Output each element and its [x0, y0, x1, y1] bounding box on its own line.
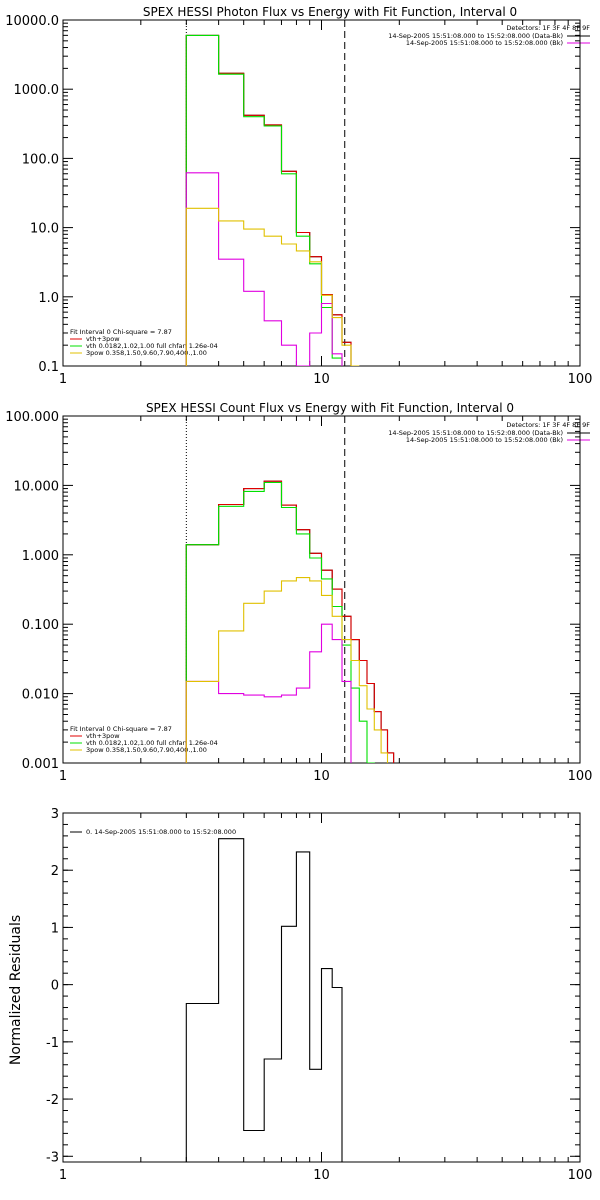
legend-label: vth+3pow: [86, 335, 120, 343]
x-tick-label: 1: [59, 769, 67, 784]
data-series-line: [185, 577, 411, 763]
x-tick-label: 100: [568, 1168, 593, 1183]
y-tick-label: 10.000: [14, 479, 60, 494]
y-tick-label: 0.1: [38, 360, 59, 375]
x-tick-label: 100: [568, 372, 593, 387]
photon-flux-panel: SPEX HESSI Photon Flux vs Energy with Fi…: [5, 5, 593, 387]
y-tick-label: 1000.0: [14, 83, 60, 98]
data-series-line: [185, 34, 352, 366]
legend-header: Fit Interval 0 Chi-square = 7.87: [70, 328, 172, 336]
y-tick-label: 2: [51, 864, 59, 879]
time-range-label: 14-Sep-2005 15:51:08.000 to 15:52:08.000…: [406, 39, 563, 47]
data-series-line: [185, 480, 411, 763]
legend-label: vth 0.0182,1.02,1.00 full chfan 1.26e-04: [86, 739, 218, 747]
time-range-label: 14-Sep-2005 15:51:08.000 to 15:52:08.000…: [406, 436, 563, 444]
y-tick-label: -1: [46, 1036, 59, 1051]
y-tick-label: 10.0: [30, 222, 59, 237]
legend: Fit Interval 0 Chi-square = 7.87 vth+3po…: [70, 725, 218, 754]
y-tick-label: 0.010: [22, 688, 59, 703]
y-tick-label: 100.0: [22, 152, 59, 167]
x-tick-label: 1: [59, 372, 67, 387]
y-tick-label: 10000.0: [5, 14, 59, 29]
time-range-line: 14-Sep-2005 15:51:08.000 to 15:52:08.000…: [388, 32, 590, 40]
y-tick-label: -2: [46, 1093, 59, 1108]
time-range-label: 14-Sep-2005 15:51:08.000 to 15:52:08.000…: [388, 429, 563, 437]
chart-title: SPEX HESSI Count Flux vs Energy with Fit…: [146, 401, 514, 415]
legend: Fit Interval 0 Chi-square = 7.87 vth+3po…: [70, 328, 218, 357]
time-range-line: 14-Sep-2005 15:51:08.000 to 15:52:08.000…: [406, 39, 590, 47]
y-tick-label: 0: [51, 979, 59, 994]
legend-header: Fit Interval 0 Chi-square = 7.87: [70, 725, 172, 733]
time-range-line: 14-Sep-2005 15:51:08.000 to 15:52:08.000…: [388, 429, 590, 437]
data-series-line: [185, 207, 360, 366]
y-tick-label: -3: [46, 1150, 59, 1165]
data-series-line: [185, 623, 360, 763]
detectors-label: Detectors: 1F 3F 4F 8F 9F: [506, 421, 590, 429]
data-series-line: [185, 34, 352, 366]
x-tick-label: 10: [313, 769, 330, 784]
chart-title: SPEX HESSI Photon Flux vs Energy with Fi…: [143, 5, 517, 19]
y-axis-label: Normalized Residuals: [8, 915, 24, 1065]
y-tick-label: 3: [51, 807, 59, 822]
legend-label: 0. 14-Sep-2005 15:51:08.000 to 15:52:08.…: [86, 828, 236, 836]
data-series-line: [185, 480, 411, 763]
count-flux-panel: SPEX HESSI Count Flux vs Energy with Fit…: [5, 401, 593, 784]
y-tick-label: 1: [51, 921, 59, 936]
y-tick-label: 0.100: [22, 618, 59, 633]
time-range-line: 14-Sep-2005 15:51:08.000 to 15:52:08.000…: [406, 436, 590, 444]
legend: 0. 14-Sep-2005 15:51:08.000 to 15:52:08.…: [70, 828, 236, 836]
x-tick-label: 10: [313, 372, 330, 387]
y-tick-label: 0.001: [22, 757, 59, 772]
y-tick-label: 1.000: [22, 549, 59, 564]
legend-label: vth 0.0182,1.02,1.00 full chfan 1.26e-04: [86, 342, 218, 350]
legend-label: 3pow 0.358,1.50,9.60,7.90,400.,1.00: [86, 746, 207, 754]
residuals-panel: Normalized Residuals 0. 14-Sep-2005 15:5…: [8, 807, 592, 1183]
time-range-label: 14-Sep-2005 15:51:08.000 to 15:52:08.000…: [388, 32, 563, 40]
detectors-label: Detectors: 1F 3F 4F 8F 9F: [506, 24, 590, 32]
legend-label: 3pow 0.358,1.50,9.60,7.90,400.,1.00: [86, 349, 207, 357]
data-series-line: [185, 838, 343, 1162]
x-tick-label: 1: [59, 1168, 67, 1183]
y-tick-label: 1.0: [38, 291, 59, 306]
legend-label: vth+3pow: [86, 732, 120, 740]
y-tick-label: 100.000: [5, 410, 59, 425]
data-series-line: [185, 481, 382, 763]
x-tick-label: 10: [313, 1168, 330, 1183]
data-series-line: [185, 172, 352, 366]
data-series-line: [185, 34, 352, 366]
x-tick-label: 100: [568, 769, 593, 784]
